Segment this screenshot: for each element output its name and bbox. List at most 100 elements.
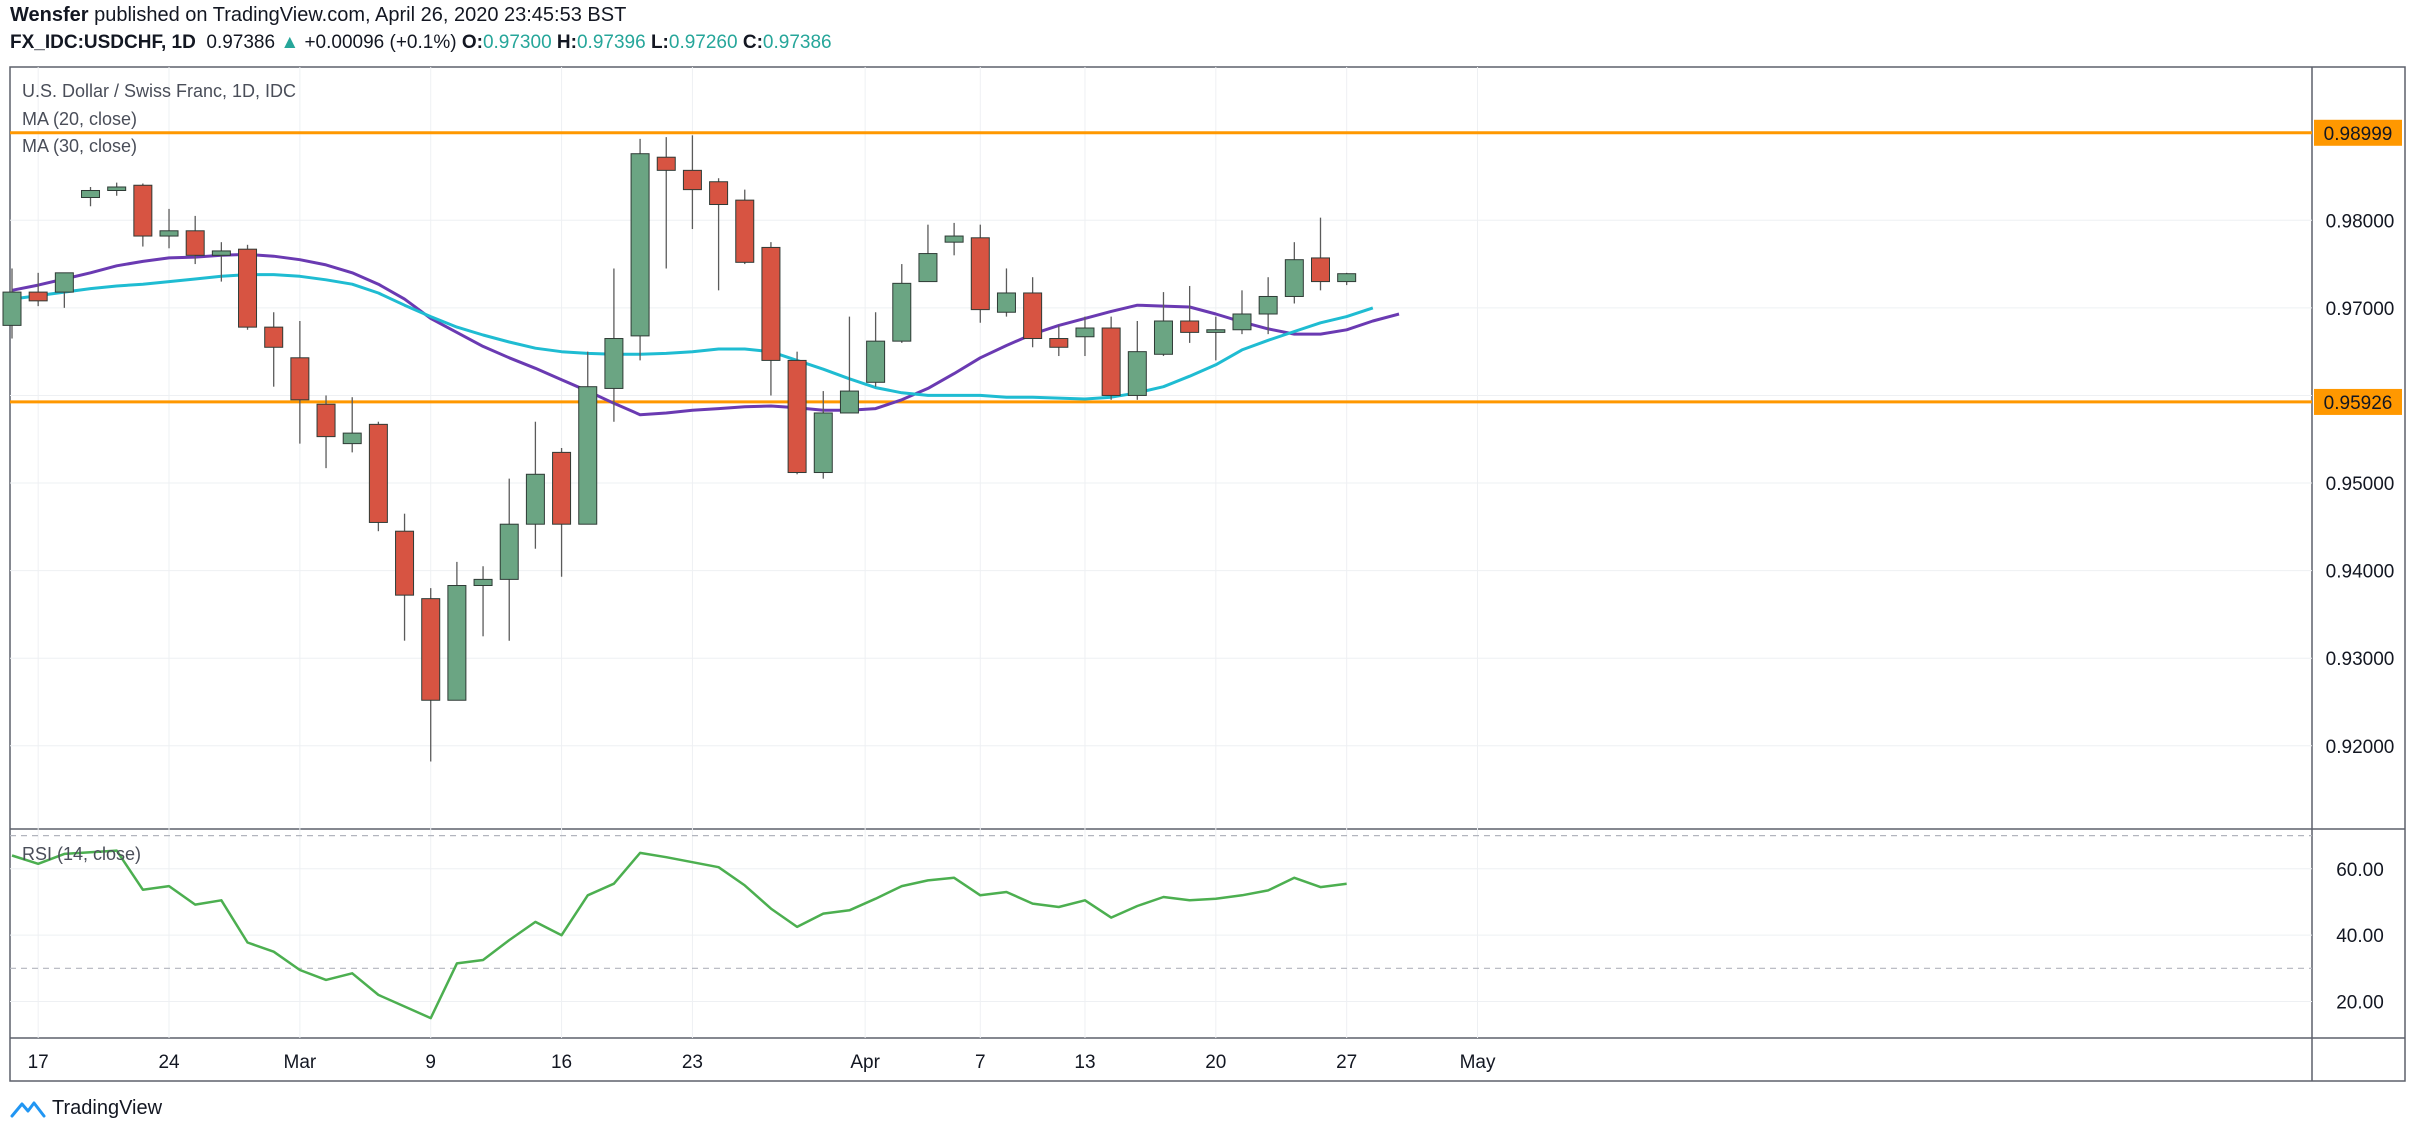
chart-frame xyxy=(9,66,2406,1082)
price-tick-label: 0.94000 xyxy=(2326,562,2395,583)
rsi-legend[interactable]: RSI (14, close) xyxy=(22,844,142,864)
last-price: 0.97386 xyxy=(206,32,276,53)
time-tick-label: 23 xyxy=(682,1052,703,1073)
candle-down xyxy=(787,359,807,474)
level-tag xyxy=(2314,388,2402,415)
candle-up xyxy=(211,250,231,256)
candle-up xyxy=(578,386,598,525)
publish-info: Wensfer published on TradingView.com, Ap… xyxy=(10,4,626,27)
candle-down xyxy=(28,291,48,302)
candle-up xyxy=(525,473,545,525)
candle-down xyxy=(761,246,781,361)
candle-up xyxy=(630,153,650,337)
candle-up xyxy=(1206,329,1226,333)
price-tick-label: 0.98000 xyxy=(2326,211,2395,232)
time-tick-label: Apr xyxy=(850,1052,880,1073)
candle-up xyxy=(54,272,74,293)
chart-title-legend: U.S. Dollar / Swiss Franc, 1D, IDC xyxy=(22,81,297,101)
candle-down xyxy=(1049,338,1069,348)
candle-up xyxy=(447,585,467,701)
ma20-legend[interactable]: MA (20, close) xyxy=(22,109,138,129)
candle-up xyxy=(342,432,362,445)
tradingview-logo-icon xyxy=(10,1101,46,1117)
candle-up xyxy=(996,292,1016,313)
time-tick-label: May xyxy=(1460,1052,1496,1073)
moving-averages xyxy=(11,252,1400,417)
candle-down xyxy=(368,423,388,523)
time-tick-label: 7 xyxy=(975,1052,986,1073)
symbol-label: FX_IDC:USDCHF, 1D xyxy=(10,32,196,53)
candle-up xyxy=(1337,273,1357,283)
candle-up xyxy=(1232,313,1252,331)
candle-up xyxy=(813,412,833,474)
candle-down xyxy=(133,184,153,237)
price-tick-label: 0.92000 xyxy=(2326,737,2395,758)
open-label: O: xyxy=(461,32,483,53)
candle-down xyxy=(238,248,258,328)
candles xyxy=(2,135,1357,762)
rsi-tick-label: 40.00 xyxy=(2336,926,2384,947)
price-change: +0.00096 (+0.1%) xyxy=(304,32,457,53)
candle-up xyxy=(1127,351,1147,396)
candle-up xyxy=(892,282,912,342)
candle-up xyxy=(107,186,127,191)
candle-up xyxy=(2,291,22,326)
candle-down xyxy=(1023,292,1043,340)
candle-up xyxy=(473,578,493,587)
time-tick-label: Mar xyxy=(284,1052,317,1073)
candle-up xyxy=(839,390,859,414)
candle-up xyxy=(604,338,624,389)
rsi-bands xyxy=(10,835,2312,969)
price-scale[interactable]: 0.980000.970000.960000.950000.940000.930… xyxy=(2326,211,2395,1013)
rsi-tick-label: 20.00 xyxy=(2336,993,2384,1014)
grid xyxy=(10,67,2312,1038)
publisher-name: Wensfer xyxy=(10,4,89,26)
tradingview-footer[interactable]: TradingView xyxy=(10,1097,162,1120)
candle-down xyxy=(1180,320,1200,333)
change-arrow-icon: ▲ xyxy=(280,32,300,53)
close-value: 0.97386 xyxy=(762,32,832,53)
candle-up xyxy=(1153,320,1173,355)
candle-down xyxy=(709,181,729,206)
level-tag-label: 0.95926 xyxy=(2324,393,2393,414)
level-tag xyxy=(2314,119,2402,146)
candle-up xyxy=(1284,259,1304,297)
candle-up xyxy=(1075,327,1095,338)
time-tick-label: 9 xyxy=(425,1052,436,1073)
time-tick-label: 16 xyxy=(551,1052,572,1073)
close-label: C: xyxy=(742,32,763,53)
rsi-tick-label: 60.00 xyxy=(2336,860,2384,881)
published-text: published on TradingView.com, April 26, … xyxy=(88,4,627,26)
candle-down xyxy=(735,199,755,263)
time-tick-label: 17 xyxy=(28,1052,49,1073)
candle-up xyxy=(866,340,886,383)
time-tick-label: 20 xyxy=(1205,1052,1226,1073)
candle-down xyxy=(1101,327,1121,396)
candle-up xyxy=(159,230,179,237)
price-tick-label: 0.93000 xyxy=(2326,649,2395,670)
low-value: 0.97260 xyxy=(668,32,738,53)
level-tag-label: 0.98999 xyxy=(2324,124,2393,145)
rsi-line xyxy=(11,849,1347,1020)
candle-down xyxy=(1311,257,1330,283)
ma20-line xyxy=(11,252,1400,417)
tradingview-brand: TradingView xyxy=(52,1097,163,1119)
time-scale[interactable]: 17 24 Mar 9 16 23 Apr 7 13 20 27 May xyxy=(28,1052,1496,1073)
low-label: L: xyxy=(650,32,669,53)
candle-down xyxy=(316,403,336,438)
candle-down xyxy=(970,237,990,311)
high-label: H: xyxy=(556,32,577,53)
candle-down xyxy=(264,326,284,348)
ma30-legend[interactable]: MA (30, close) xyxy=(22,136,138,156)
horizontal-levels xyxy=(10,131,2312,404)
candle-down xyxy=(656,156,676,171)
time-tick-label: 27 xyxy=(1336,1052,1357,1073)
candle-down xyxy=(682,169,702,191)
candle-down xyxy=(421,598,441,701)
price-tick-label: 0.97000 xyxy=(2326,299,2395,320)
candle-up xyxy=(81,189,101,199)
candle-up xyxy=(944,235,964,243)
candle-down xyxy=(290,357,310,401)
ohlc-bar: FX_IDC:USDCHF, 1D 0.97386 ▲ +0.00096 (+0… xyxy=(10,32,832,54)
